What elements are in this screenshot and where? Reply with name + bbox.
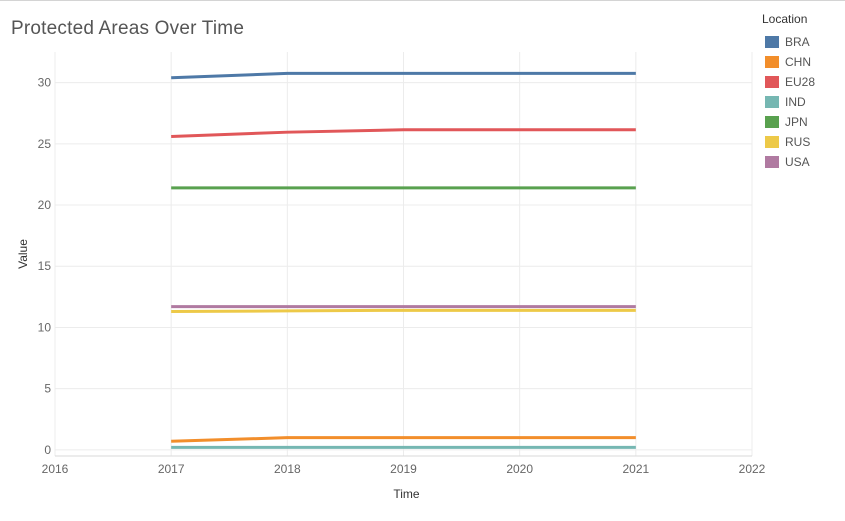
x-tick-label: 2021 [622, 462, 649, 476]
y-axis-label: Value [16, 239, 30, 269]
series-line-eu28[interactable] [171, 128, 636, 138]
legend-label: USA [785, 155, 810, 169]
x-tick-label: 2022 [739, 462, 766, 476]
chart-title: Protected Areas Over Time [11, 18, 245, 39]
legend-label: JPN [785, 115, 808, 129]
y-tick-label: 15 [38, 259, 52, 273]
legend-item-usa[interactable]: USA [762, 152, 842, 172]
x-axis-label: Time [393, 487, 420, 501]
legend-swatch [765, 96, 779, 108]
top-border [0, 0, 845, 1]
legend-title: Location [762, 12, 808, 26]
legend-item-eu28[interactable]: EU28 [762, 72, 842, 92]
x-axis-ticks: 2016 2017 2018 2019 2020 2021 2022 [42, 462, 766, 476]
legend-swatch [765, 56, 779, 68]
x-tick-label: 2019 [390, 462, 417, 476]
legend-swatch [765, 76, 779, 88]
series-line-bra[interactable] [171, 71, 636, 80]
x-tick-label: 2016 [42, 462, 69, 476]
legend-item-jpn[interactable]: JPN [762, 112, 842, 132]
legend-swatch [765, 136, 779, 148]
y-tick-label: 30 [38, 76, 52, 90]
legend-item-ind[interactable]: IND [762, 92, 842, 112]
legend-label: BRA [785, 35, 810, 49]
x-tick-label: 2018 [274, 462, 301, 476]
y-tick-label: 25 [38, 137, 52, 151]
gridlines [54, 52, 753, 457]
legend-item-bra[interactable]: BRA [762, 32, 842, 52]
legend-swatch [765, 36, 779, 48]
y-tick-label: 5 [44, 382, 51, 396]
legend-label: RUS [785, 135, 811, 149]
legend-label: CHN [785, 55, 811, 69]
legend: Location BRA CHN EU28 IND JPN RUS USA [762, 12, 842, 172]
legend-swatch [765, 116, 779, 128]
legend-item-rus[interactable]: RUS [762, 132, 842, 152]
x-tick-label: 2020 [506, 462, 533, 476]
legend-items: BRA CHN EU28 IND JPN RUS USA [762, 32, 842, 172]
series-line-chn[interactable] [171, 436, 636, 443]
series-lines [171, 71, 636, 449]
legend-item-chn[interactable]: CHN [762, 52, 842, 72]
x-tick-label: 2017 [158, 462, 185, 476]
y-axis-ticks: 0 5 10 15 20 25 30 [38, 76, 52, 457]
series-line-rus[interactable] [171, 308, 636, 314]
legend-label: EU28 [785, 75, 816, 89]
y-tick-label: 10 [38, 320, 52, 334]
y-tick-label: 0 [44, 443, 51, 457]
legend-swatch [765, 156, 779, 168]
y-tick-label: 20 [38, 198, 52, 212]
legend-label: IND [785, 95, 806, 109]
